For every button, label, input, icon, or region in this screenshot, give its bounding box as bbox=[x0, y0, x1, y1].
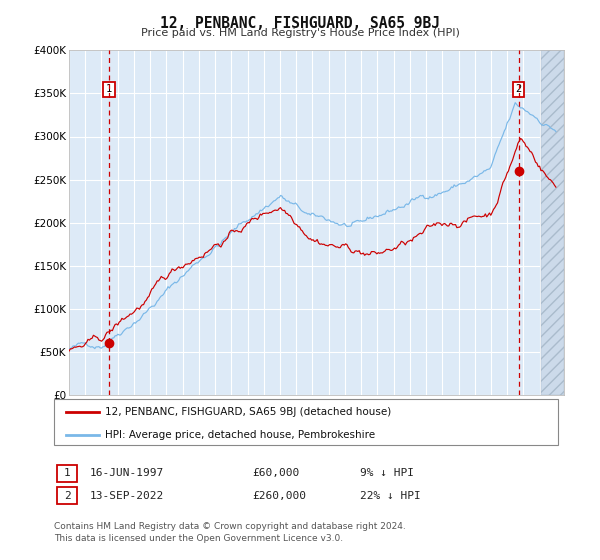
Polygon shape bbox=[541, 50, 564, 395]
Text: 1: 1 bbox=[106, 84, 112, 94]
Text: 13-SEP-2022: 13-SEP-2022 bbox=[89, 491, 164, 501]
Text: 12, PENBANC, FISHGUARD, SA65 9BJ: 12, PENBANC, FISHGUARD, SA65 9BJ bbox=[160, 16, 440, 31]
Text: £260,000: £260,000 bbox=[252, 491, 306, 501]
Text: Price paid vs. HM Land Registry's House Price Index (HPI): Price paid vs. HM Land Registry's House … bbox=[140, 28, 460, 38]
Text: £60,000: £60,000 bbox=[252, 468, 299, 478]
Text: 1: 1 bbox=[64, 468, 71, 478]
Text: HPI: Average price, detached house, Pembrokeshire: HPI: Average price, detached house, Pemb… bbox=[105, 430, 375, 440]
Text: 12, PENBANC, FISHGUARD, SA65 9BJ (detached house): 12, PENBANC, FISHGUARD, SA65 9BJ (detach… bbox=[105, 407, 391, 417]
Text: 22% ↓ HPI: 22% ↓ HPI bbox=[360, 491, 421, 501]
Text: 2: 2 bbox=[515, 84, 522, 94]
Text: Contains HM Land Registry data © Crown copyright and database right 2024.
This d: Contains HM Land Registry data © Crown c… bbox=[54, 522, 406, 543]
Text: 16-JUN-1997: 16-JUN-1997 bbox=[89, 468, 164, 478]
Text: 2: 2 bbox=[64, 491, 71, 501]
Text: 9% ↓ HPI: 9% ↓ HPI bbox=[360, 468, 414, 478]
